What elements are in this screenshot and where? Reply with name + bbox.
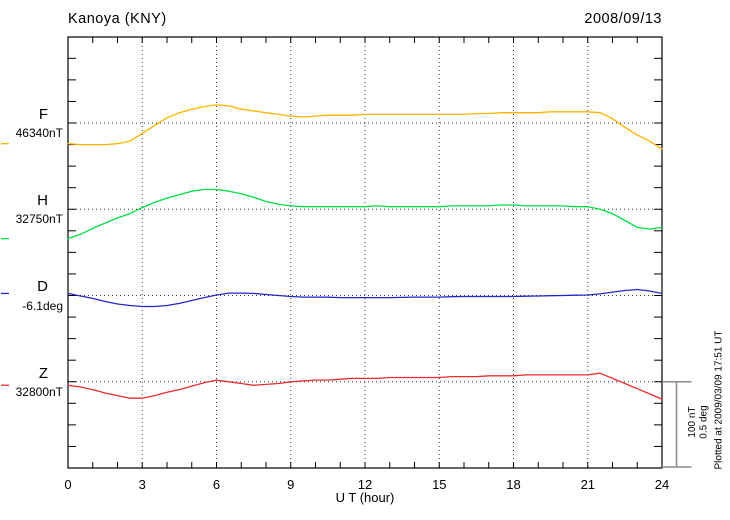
x-tick-label-12: 12: [358, 477, 372, 492]
x-tick-label-21: 21: [581, 477, 595, 492]
x-axis-title: U T (hour): [336, 490, 395, 505]
trace-basevalue-d: -6.1deg: [22, 299, 63, 313]
plot-frame: [67, 36, 663, 469]
scale-bar: [662, 381, 692, 468]
axes-layer: [67, 36, 663, 469]
x-tick-label-9: 9: [287, 477, 294, 492]
x-tick-label-6: 6: [213, 477, 220, 492]
scale-bar-label-deg: 0.5 deg: [699, 405, 710, 438]
x-tick-label-3: 3: [139, 477, 146, 492]
plotted-at-note: Plotted at 2009/03/09 17:51 UT: [714, 331, 725, 470]
x-tick-label-15: 15: [432, 477, 446, 492]
plot-date: 2008/09/13: [584, 11, 662, 27]
trace-z-curve: [67, 372, 663, 400]
trace-label-h: H: [37, 192, 48, 209]
trace-label-f: F: [39, 106, 48, 123]
trace-label-d: D: [37, 278, 48, 295]
scale-bar-label-nt: 100 nT: [687, 406, 698, 437]
trace-label-z: Z: [39, 365, 48, 382]
trace-basevalue-z: 32800nT: [16, 385, 64, 399]
trace-f-curve: [67, 104, 663, 150]
x-tick-label-24: 24: [655, 477, 669, 492]
start-markers-layer: [1, 143, 9, 386]
traces-layer: [67, 104, 663, 400]
trace-h-curve: [67, 188, 663, 240]
grid-layer: [68, 38, 662, 467]
x-tick-label-0: 0: [64, 477, 71, 492]
trace-basevalue-f: 46340nT: [16, 126, 64, 140]
trace-d-curve: [67, 288, 663, 308]
station-title: Kanoya (KNY): [68, 11, 167, 27]
x-tick-label-18: 18: [506, 477, 520, 492]
trace-basevalue-h: 32750nT: [16, 212, 64, 226]
